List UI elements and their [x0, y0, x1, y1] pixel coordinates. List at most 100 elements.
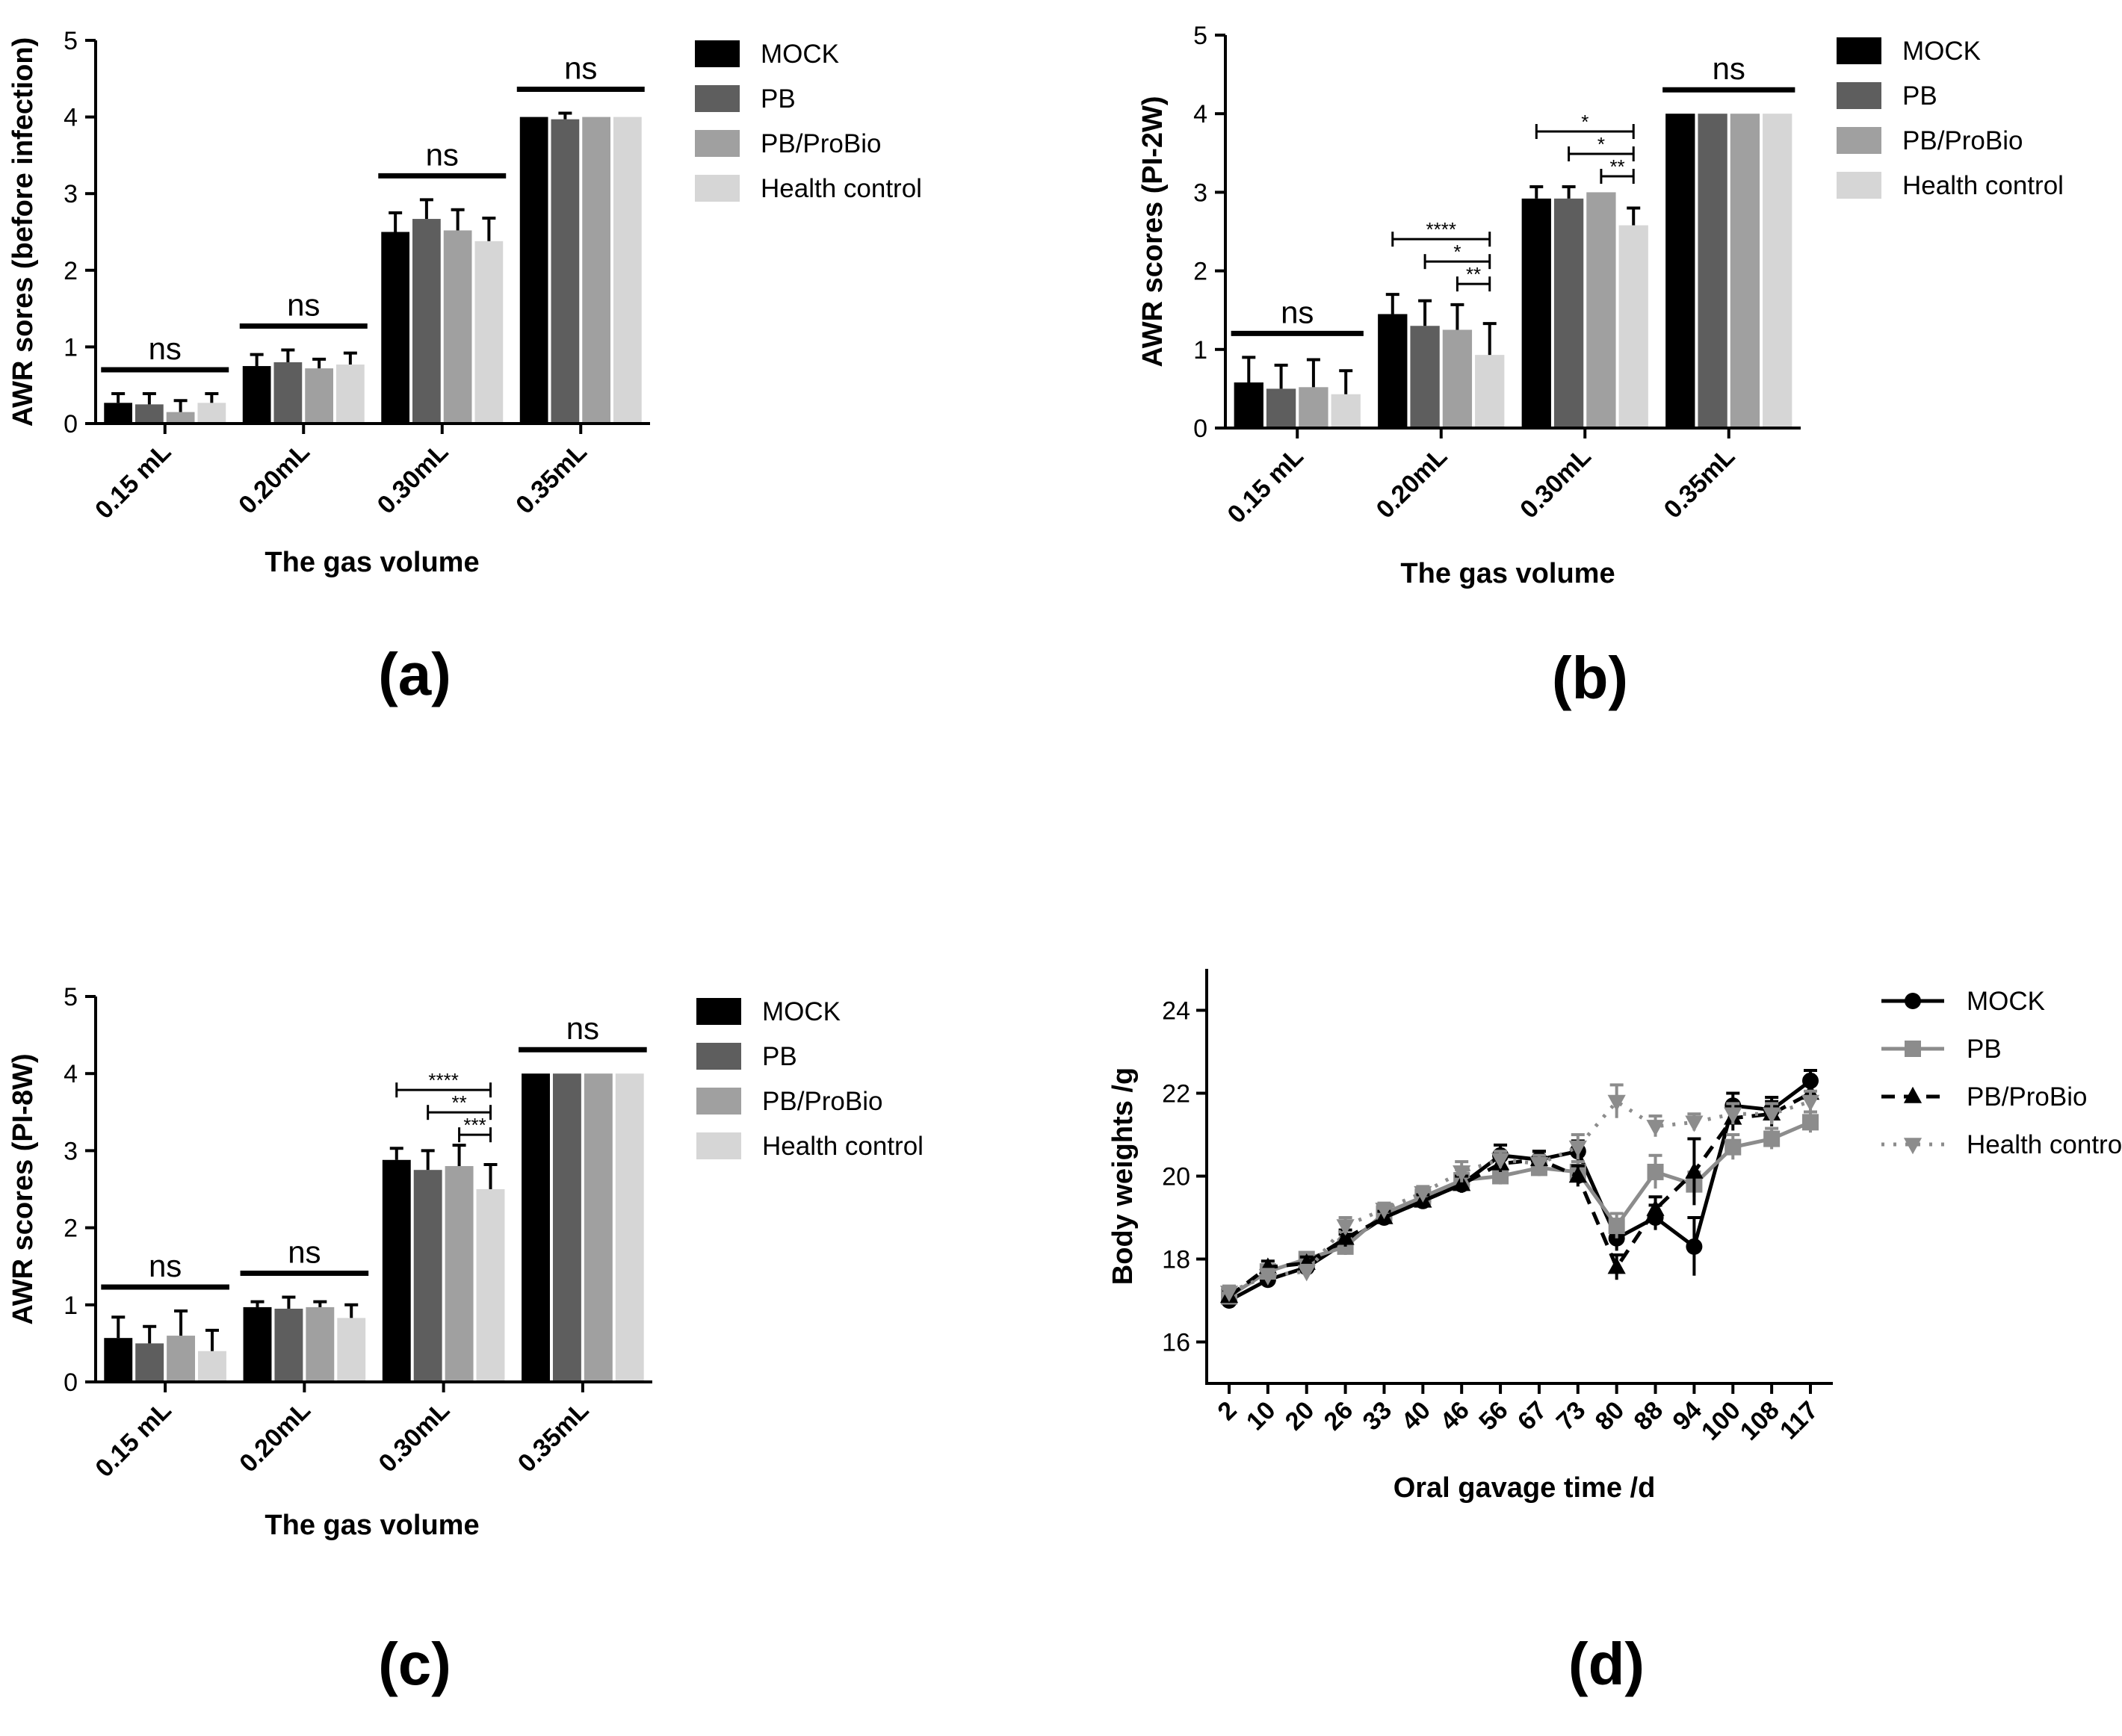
y-tick-label: 3: [1193, 179, 1207, 207]
panel-label: (b): [1552, 645, 1628, 711]
data-point: [1686, 1238, 1703, 1255]
bar: [166, 412, 195, 424]
data-point: [1453, 1174, 1471, 1191]
data-point: [1905, 993, 1921, 1009]
legend-label: MOCK: [1967, 987, 2045, 1016]
data-point: [1568, 1140, 1587, 1157]
data-point: [1258, 1268, 1277, 1286]
legend-label: Health control: [761, 174, 922, 203]
data-point: [1903, 1138, 1923, 1155]
bar: [104, 1338, 133, 1382]
bar: [242, 366, 271, 424]
y-tick-label: 0: [64, 410, 78, 438]
y-axis-title: AWR sores (before infection): [7, 37, 39, 427]
legend-label: PB/ProBio: [1902, 126, 2023, 155]
bar: [582, 117, 610, 424]
data-point: [1903, 1086, 1923, 1103]
y-tick-label: 18: [1162, 1246, 1190, 1274]
bar: [1665, 114, 1695, 428]
x-tick-label: 0.35mL: [1659, 442, 1741, 524]
x-axis-title: Oral gavage time /d: [1393, 1472, 1656, 1504]
bar: [1763, 114, 1792, 428]
bar: [519, 117, 548, 424]
x-tick-label: 10: [1241, 1396, 1281, 1436]
panel-0: 0 1 2 3 4 5 0.15 mL 0.20mL 0.30mL 0.35mL ns ns ns ns T…: [7, 27, 922, 707]
y-tick-label: 2: [1193, 258, 1207, 286]
bar: [1234, 382, 1263, 428]
bar: [476, 1189, 505, 1382]
y-tick-label: 1: [64, 1292, 78, 1320]
x-tick-label: 0.30mL: [374, 1396, 456, 1478]
y-tick-label: 24: [1162, 997, 1190, 1026]
data-point: [1724, 1107, 1742, 1124]
legend-label: PB/ProBio: [761, 129, 881, 158]
y-tick-label: 4: [1193, 100, 1207, 128]
x-tick-label: 2: [1212, 1396, 1242, 1426]
ns-label: ns: [566, 1011, 599, 1046]
legend-swatch: [1837, 127, 1881, 154]
bar: [198, 1351, 226, 1382]
sig-label: ***: [463, 1114, 486, 1136]
data-point: [1607, 1094, 1626, 1112]
data-point: [1685, 1115, 1704, 1132]
panel-label: (a): [378, 641, 451, 707]
x-tick-label: 0.20mL: [234, 1396, 316, 1478]
bar: [1730, 114, 1760, 428]
sig-label: **: [1609, 155, 1624, 178]
data-point: [1763, 1107, 1781, 1124]
legend-swatch: [695, 130, 740, 157]
x-tick-label: 73: [1551, 1396, 1592, 1436]
y-tick-label: 4: [64, 104, 78, 132]
sig-label: *: [1581, 111, 1589, 133]
x-axis-title: The gas volume: [1400, 558, 1615, 589]
data-point: [1685, 1162, 1704, 1179]
bar: [135, 404, 164, 424]
legend-swatch: [695, 85, 740, 112]
bar: [243, 1306, 272, 1382]
bar: [1442, 329, 1473, 428]
data-point: [1375, 1203, 1393, 1220]
bar: [1475, 355, 1505, 428]
legend-swatch: [1837, 172, 1881, 199]
data-point: [1491, 1153, 1510, 1170]
ns-label: ns: [287, 288, 320, 323]
data-point: [1607, 1257, 1626, 1274]
legend-label: Health control: [1967, 1130, 2122, 1159]
bar: [551, 119, 580, 424]
bar: [337, 1318, 366, 1382]
legend-label: PB/ProBio: [762, 1087, 882, 1116]
y-tick-label: 20: [1162, 1163, 1190, 1191]
panel-label: (c): [378, 1631, 451, 1697]
bar: [1266, 388, 1296, 428]
ns-label: ns: [426, 137, 459, 172]
x-tick-label: 20: [1280, 1396, 1320, 1436]
x-tick-label: 0.30mL: [1515, 442, 1597, 524]
sig-label: **: [451, 1091, 466, 1114]
bar: [584, 1073, 613, 1382]
x-tick-label: 0.15 mL: [90, 1396, 176, 1483]
bar: [443, 230, 472, 424]
legend-swatch: [696, 1088, 741, 1115]
y-tick-label: 5: [1193, 22, 1207, 50]
legend-label: Health control: [762, 1132, 924, 1161]
data-point: [1802, 1114, 1819, 1131]
legend-swatch: [1837, 37, 1881, 64]
bar: [1521, 198, 1551, 428]
legend-label: Health control: [1902, 171, 2064, 200]
x-tick-label: 40: [1396, 1396, 1436, 1436]
bar: [474, 241, 504, 424]
x-tick-label: 0.35mL: [510, 438, 593, 520]
data-point: [1529, 1157, 1549, 1174]
ns-label: ns: [149, 1248, 182, 1283]
legend-label: MOCK: [762, 997, 841, 1026]
bar: [104, 403, 133, 424]
bar: [1331, 394, 1361, 428]
bar: [1553, 198, 1584, 428]
data-point: [1608, 1218, 1625, 1235]
legend-label: PB/ProBio: [1967, 1082, 2087, 1112]
data-point: [1801, 1094, 1820, 1112]
series-line: [1228, 1091, 1812, 1298]
bar: [305, 368, 333, 424]
y-axis-title: AWR scores (PI-8W): [7, 1053, 39, 1324]
ns-label: ns: [564, 50, 597, 85]
